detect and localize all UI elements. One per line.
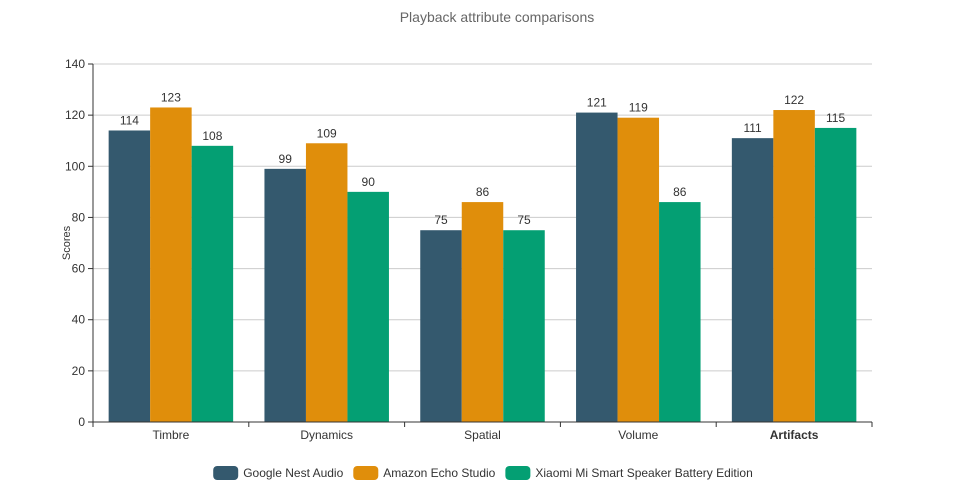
chart-title: Playback attribute comparisons (400, 9, 595, 25)
bar[interactable] (576, 112, 618, 422)
bar[interactable] (659, 202, 701, 422)
data-label: 90 (362, 175, 376, 189)
data-label: 86 (673, 185, 687, 199)
data-label: 121 (587, 96, 607, 110)
legend-label: Google Nest Audio (243, 466, 343, 480)
y-tick-label: 20 (72, 364, 86, 378)
legend-swatch (505, 466, 531, 480)
data-label: 99 (279, 152, 293, 166)
bar[interactable] (814, 127, 857, 422)
data-label: 109 (317, 126, 337, 140)
data-label: 119 (629, 101, 648, 115)
y-tick-label: 120 (65, 108, 85, 122)
bar[interactable] (108, 130, 151, 422)
x-tick-label: Timbre (152, 428, 189, 442)
bar[interactable] (773, 110, 815, 423)
data-label: 108 (202, 129, 222, 143)
data-label: 75 (434, 213, 448, 227)
data-label: 123 (161, 90, 181, 104)
bars: 114 123 108 99 109 90 75 86 75 121 119 86 111 122 115 (108, 90, 857, 423)
legend-item[interactable]: Google Nest Audio (213, 466, 344, 480)
bar[interactable] (347, 191, 389, 422)
bar[interactable] (150, 107, 192, 422)
legend[interactable]: Google Nest Audio Amazon Echo Studio Xiaom… (213, 466, 753, 480)
bar[interactable] (617, 117, 660, 422)
data-label: 75 (517, 213, 531, 227)
bar[interactable] (731, 138, 774, 422)
bar[interactable] (461, 202, 504, 422)
bar[interactable] (305, 143, 348, 422)
bar[interactable] (503, 230, 545, 422)
legend-item[interactable]: Amazon Echo Studio (353, 466, 496, 480)
bar[interactable] (264, 168, 306, 422)
x-tick-label: Dynamics (300, 428, 353, 442)
legend-swatch (353, 466, 379, 480)
legend-item[interactable]: Xiaomi Mi Smart Speaker Battery Edition (505, 466, 753, 480)
legend-label: Amazon Echo Studio (383, 466, 495, 480)
data-label: 122 (784, 93, 804, 107)
y-tick-label: 60 (72, 262, 86, 276)
x-tick-label: Volume (618, 428, 658, 442)
y-tick-label: 140 (65, 57, 85, 71)
y-tick-label: 0 (78, 415, 85, 429)
y-tick-label: 80 (72, 210, 86, 224)
y-tick-label: 100 (65, 159, 85, 173)
y-tick-label: 40 (72, 313, 86, 327)
legend-label: Xiaomi Mi Smart Speaker Battery Edition (535, 466, 752, 480)
data-label: 115 (826, 111, 845, 125)
data-label: 111 (743, 121, 762, 135)
x-tick-label: Artifacts (770, 428, 819, 442)
legend-swatch (213, 466, 239, 480)
y-axis-label: Scores (61, 225, 73, 260)
data-label: 114 (120, 113, 139, 127)
x-tick-label: Spatial (464, 428, 501, 442)
bar[interactable] (420, 230, 462, 422)
axes: 0 20 40 60 80 100 120 140 Timbre Dynamics Spatial V… (65, 57, 873, 442)
data-label: 86 (476, 185, 490, 199)
bar[interactable] (191, 145, 234, 423)
